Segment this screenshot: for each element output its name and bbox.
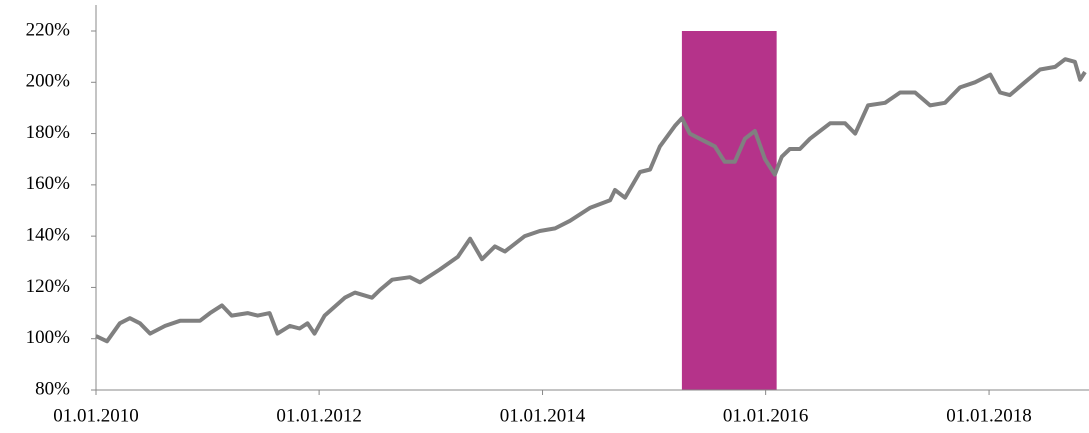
x-tick-label: 01.01.2016 bbox=[723, 405, 809, 426]
x-tick-label: 01.01.2010 bbox=[53, 405, 139, 426]
x-tick-label: 01.01.2012 bbox=[276, 405, 362, 426]
y-tick-label: 220% bbox=[26, 19, 71, 40]
y-tick-label: 160% bbox=[26, 173, 71, 194]
y-tick-label: 120% bbox=[26, 276, 71, 297]
highlight-band bbox=[681, 31, 777, 390]
y-tick-label: 80% bbox=[35, 378, 70, 399]
y-tick-label: 100% bbox=[26, 327, 71, 348]
y-tick-label: 140% bbox=[26, 225, 71, 246]
y-tick-label: 200% bbox=[26, 71, 71, 92]
y-tick-label: 180% bbox=[26, 122, 71, 143]
x-tick-label: 01.01.2014 bbox=[500, 405, 586, 426]
x-tick-label: 01.01.2018 bbox=[946, 405, 1032, 426]
data-line bbox=[95, 57, 1087, 344]
